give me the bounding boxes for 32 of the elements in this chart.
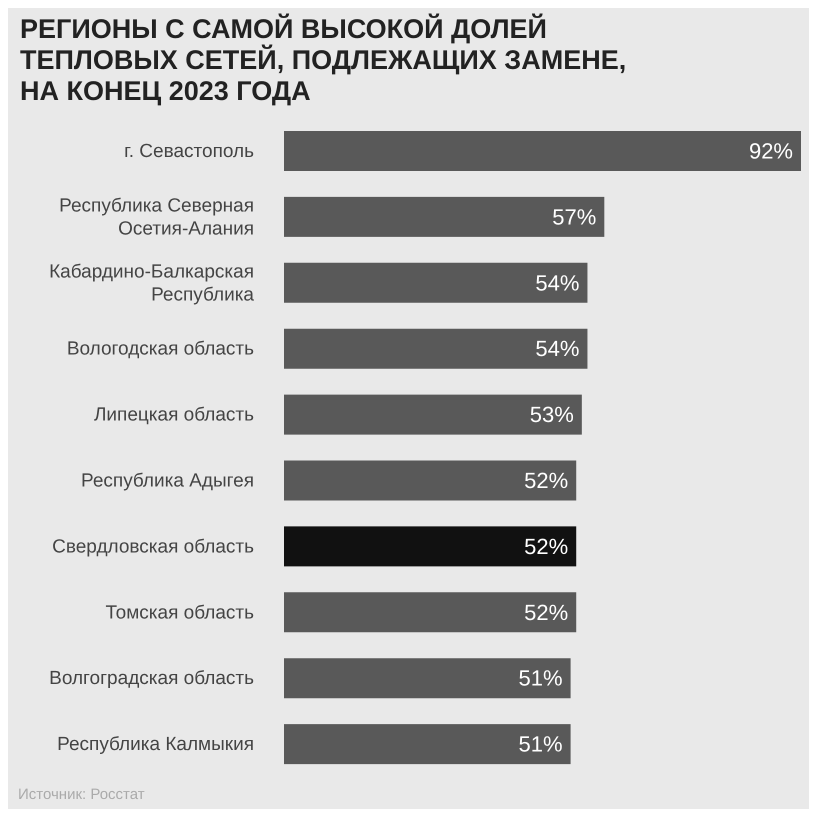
data-label: 92% xyxy=(748,138,793,164)
bar xyxy=(284,328,588,369)
y-tick-label: Свердловская область xyxy=(52,536,254,557)
y-tick-label: Кабардино-Балкарская Республика xyxy=(49,260,254,305)
bar xyxy=(284,262,588,303)
y-tick-label: Липецкая область xyxy=(94,404,254,426)
y-tick-label: Республика Калмыкия xyxy=(57,734,254,755)
bar xyxy=(284,658,571,698)
y-tick-label: Вологодская область xyxy=(66,338,254,360)
data-label: 52% xyxy=(524,468,568,493)
text: Источник: Росстат xyxy=(18,786,145,803)
data-label: 53% xyxy=(530,402,574,428)
y-tick-label: г. Севастополь xyxy=(124,140,254,162)
data-label: 52% xyxy=(524,534,568,559)
y-tick-label: Республика Северная Осетия-Алания xyxy=(59,194,254,239)
bar xyxy=(284,394,582,435)
data-label: 51% xyxy=(518,666,563,691)
bar xyxy=(284,526,576,566)
chart-title: РЕГИОНЫ С САМОЙ ВЫСОКОЙ ДОЛЕЙ ТЕПЛОВЫХ СЕТЕЙ, ПОДЛЕЖАЩИХ ЗАМЕНЕ, НА КОНЕЦ 2023 ГОДА xyxy=(19,12,628,108)
data-label: 52% xyxy=(524,600,568,625)
data-label: 51% xyxy=(518,732,563,757)
y-tick-label: Республика Адыгея xyxy=(81,470,254,491)
y-tick-label: Томская область xyxy=(106,602,254,623)
bar xyxy=(284,196,604,237)
bar xyxy=(284,724,571,764)
bar xyxy=(284,592,576,632)
bar xyxy=(284,460,576,500)
data-label: 57% xyxy=(552,204,596,230)
bar xyxy=(284,131,801,171)
data-label: 54% xyxy=(535,270,580,296)
data-label: 54% xyxy=(535,336,580,362)
y-tick-label: Волгоградская область xyxy=(49,668,254,689)
